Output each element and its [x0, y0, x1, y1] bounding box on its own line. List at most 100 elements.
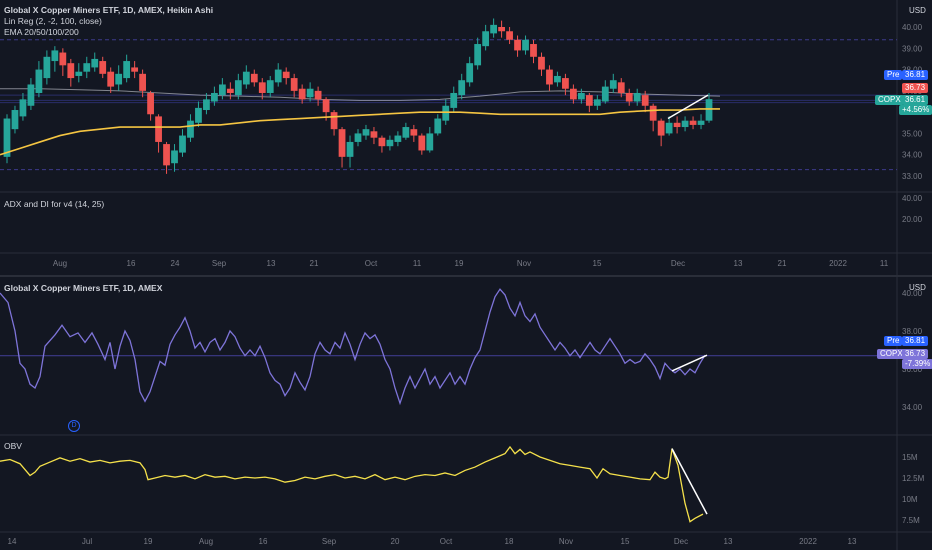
candle-body [35, 69, 43, 93]
bottom-symbol-tag[interactable]: COPX [877, 349, 906, 359]
candle-body [386, 139, 394, 147]
candle-body [115, 73, 123, 85]
candle-body [370, 131, 378, 138]
bottom-time-tick: 2022 [799, 537, 817, 546]
candle-body [330, 112, 338, 130]
change-tag: +4.56% [899, 105, 932, 115]
candle-body [203, 99, 210, 111]
top-time-tick: 13 [267, 259, 276, 268]
trendline [667, 94, 709, 120]
candle-body [434, 118, 442, 134]
sma-line [0, 88, 721, 101]
candle-body [290, 78, 298, 91]
candle-body [570, 88, 577, 100]
candle-body [498, 27, 505, 32]
candle-body [19, 99, 27, 117]
top-time-tick: 15 [593, 259, 602, 268]
bottom-time-tick: Oct [440, 537, 453, 546]
bottom-plot-area [0, 288, 897, 406]
bottom-trendline [671, 354, 708, 372]
ema-legend[interactable]: EMA 20/50/100/200 [4, 27, 79, 37]
bottom-last-price-tag: 36.73 [902, 349, 929, 359]
adx-legend[interactable]: ADX and DI for v4 (14, 25) [4, 199, 105, 209]
bottom-time-tick: Jul [82, 537, 92, 546]
candle-body [75, 71, 83, 76]
bottom-legend-title[interactable]: Global X Copper Miners ETF, 1D, AMEX [4, 283, 163, 293]
obv-tick: 12.5M [902, 474, 925, 483]
candle-body [633, 92, 641, 102]
bottom-time-tick: 13 [724, 537, 733, 546]
bottom-pre-market-tag[interactable]: Pre [884, 336, 903, 346]
bottom-price-tick: 38.00 [902, 327, 923, 336]
candle-body [91, 58, 99, 68]
candle-body [442, 105, 450, 121]
bottom-price-tick: 36.00 [902, 365, 923, 374]
candle-body [83, 63, 91, 72]
bottom-change-tag: -7.39% [902, 359, 932, 369]
top-time-tick: 21 [310, 259, 319, 268]
pre-market-tag[interactable]: Pre [884, 70, 903, 80]
candle-body [466, 63, 474, 83]
obv-legend[interactable]: OBV [4, 441, 22, 451]
candle-body [338, 129, 346, 157]
candle-body [163, 144, 170, 166]
linreg-legend[interactable]: Lin Reg (2, -2, 100, close) [4, 16, 102, 26]
candle-body [179, 135, 186, 153]
last-price-tag: 36.61 [902, 95, 929, 105]
candle-body [131, 67, 139, 72]
candle-body [410, 129, 418, 136]
candle-body [171, 150, 178, 164]
candle-body [378, 137, 386, 147]
candle-body [514, 39, 521, 51]
candle-body [314, 90, 322, 100]
bottom-price-tick: 40.00 [902, 289, 923, 298]
candle-body [3, 118, 11, 157]
candle-body [306, 88, 314, 98]
bottom-time-tick: 14 [8, 537, 17, 546]
obv-trendline [671, 448, 708, 515]
candle-body [562, 78, 569, 89]
top-time-tick: 2022 [829, 259, 847, 268]
bottom-time-tick: Dec [674, 537, 688, 546]
candle-body [689, 120, 697, 125]
pre-market-value: 36.81 [902, 70, 929, 80]
top-time-tick: 19 [455, 259, 464, 268]
top-price-tick: 33.00 [902, 172, 923, 181]
obv-line [0, 445, 704, 523]
candle-body [522, 39, 529, 51]
price-tag: 36.73 [902, 83, 929, 93]
top-legend: Global X Copper Miners ETF, 1D, AMEX, He… [4, 5, 213, 38]
top-price-tick: 40.00 [902, 23, 923, 32]
top-time-tick: 11 [413, 259, 422, 268]
bottom-time-tick: 19 [144, 537, 153, 546]
candle-body [593, 99, 601, 106]
candle-body [27, 84, 35, 106]
candle-body [482, 31, 490, 47]
candle-body [426, 133, 434, 151]
candle-body [11, 110, 19, 130]
candle-body [474, 44, 482, 66]
top-price-tick: 34.00 [902, 151, 923, 160]
candle-body [346, 141, 354, 157]
top-price-tick: 39.00 [902, 44, 923, 53]
candle-body [625, 92, 633, 102]
top-legend-title[interactable]: Global X Copper Miners ETF, 1D, AMEX, He… [4, 5, 214, 15]
bottom-time-tick: Nov [559, 537, 573, 546]
candle-body [298, 88, 306, 100]
candle-body [665, 122, 673, 134]
bottom-pre-market-value: 36.81 [902, 336, 929, 346]
candle-body [234, 80, 242, 96]
dividend-marker-icon[interactable]: D [68, 420, 80, 432]
top-time-tick: 11 [880, 259, 889, 268]
candle-body [617, 82, 625, 93]
symbol-tag[interactable]: COPX [875, 95, 904, 105]
bottom-time-tick: 13 [848, 537, 857, 546]
candle-body [418, 135, 426, 151]
candle-body [147, 92, 154, 115]
candle-body [211, 92, 218, 102]
obv-tick: 15M [902, 453, 918, 462]
candle-body [107, 71, 115, 87]
candle-body [450, 92, 458, 108]
